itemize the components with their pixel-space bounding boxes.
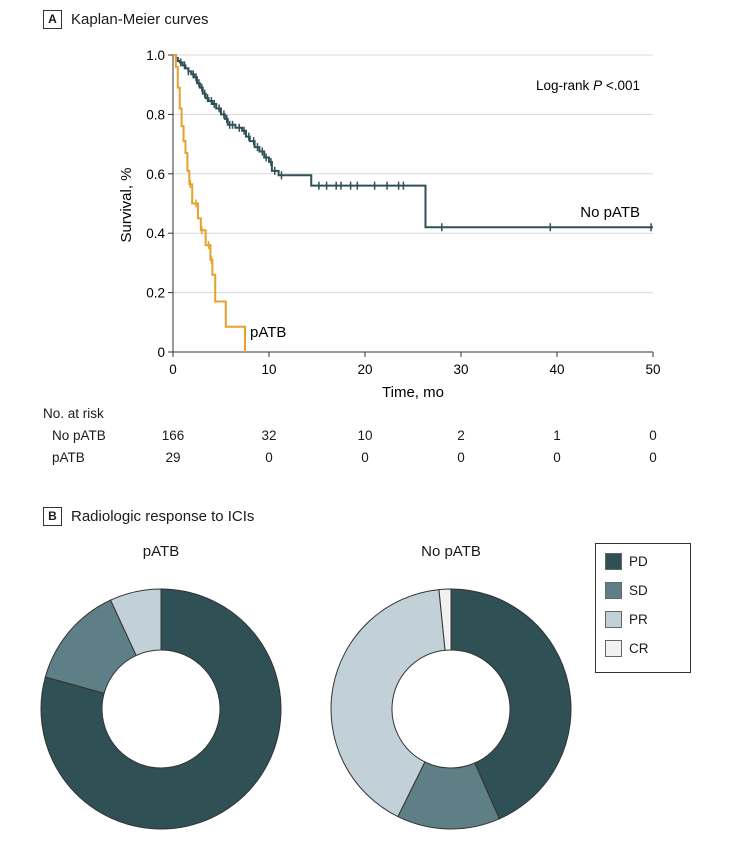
risk-cell: 2 <box>457 428 465 443</box>
km-axes: 0 0.2 0.4 0.6 0.8 1.0 0 10 20 30 40 50 <box>146 48 660 377</box>
panel-b-letter: B <box>43 507 62 526</box>
risk-cell: 32 <box>261 428 277 443</box>
risk-cell: 166 <box>161 428 185 443</box>
legend: PD SD PR CR <box>595 543 691 673</box>
km-x-tick-label: 0 <box>169 362 177 377</box>
legend-swatch <box>605 553 622 570</box>
risk-cell: 0 <box>649 450 657 465</box>
legend-item: PD <box>605 553 648 570</box>
km-x-tick-label: 30 <box>453 362 468 377</box>
km-y-tick-label: 0 <box>157 345 165 360</box>
legend-swatch <box>605 640 622 657</box>
legend-label: CR <box>629 641 649 656</box>
legend-label: PR <box>629 612 648 627</box>
km-series-group <box>173 54 653 352</box>
donut-slice-pr <box>109 588 162 657</box>
legend-label: PD <box>629 554 648 569</box>
risk-cell: 10 <box>357 428 373 443</box>
series-label-patb: pATB <box>250 324 286 341</box>
km-x-tick-label: 50 <box>645 362 660 377</box>
risk-row-label: No pATB <box>52 428 106 443</box>
risk-cell: 29 <box>165 450 181 465</box>
series-label-no-patb: No pATB <box>580 204 640 221</box>
risk-cell: 0 <box>457 450 465 465</box>
donut-slice-pd <box>450 588 572 820</box>
km-y-tick-label: 0.6 <box>146 167 165 182</box>
km-chart: 0 0.2 0.4 0.6 0.8 1.0 0 10 20 30 40 50 Log-rank P <… <box>118 48 661 400</box>
km-y-tick-label: 0.2 <box>146 286 165 301</box>
km-x-tick-label: 20 <box>357 362 372 377</box>
panel-b-header: B Radiologic response to ICIs <box>43 507 254 526</box>
panel-a-title: Kaplan-Meier curves <box>71 11 209 28</box>
legend-item: SD <box>605 582 648 599</box>
legend-item: PR <box>605 611 648 628</box>
donut-patb <box>40 588 282 830</box>
donut-no-patb <box>330 588 572 830</box>
donut-label-no-patb: No pATB <box>421 543 481 560</box>
donut-slice-cr <box>438 588 452 651</box>
km-grid <box>173 54 653 294</box>
donut-slice-pd <box>40 588 282 830</box>
panel-b-title: Radiologic response to ICIs <box>71 508 255 525</box>
km-line-patb <box>173 54 246 352</box>
risk-cell: 1 <box>553 428 561 443</box>
legend-swatch <box>605 582 622 599</box>
km-annotation: Log-rank P <.001 <box>536 78 640 93</box>
donut-label-patb: pATB <box>142 543 180 560</box>
km-x-tick-label: 40 <box>549 362 564 377</box>
legend-swatch <box>605 611 622 628</box>
km-x-tick-label: 10 <box>261 362 276 377</box>
km-x-axis-label: Time, mo <box>382 384 444 400</box>
km-y-axis-label: Survival, % <box>118 167 135 242</box>
km-y-tick-label: 0.8 <box>146 107 165 122</box>
risk-cell: 0 <box>265 450 273 465</box>
risk-cell: 0 <box>649 428 657 443</box>
donut-slice-pr <box>330 589 446 818</box>
risk-table-title: No. at risk <box>43 406 104 421</box>
km-y-tick-label: 1.0 <box>146 48 165 63</box>
panel-a-header: A Kaplan-Meier curves <box>43 10 209 29</box>
risk-row-label: pATB <box>52 450 85 465</box>
legend-label: SD <box>629 583 648 598</box>
risk-cell: 0 <box>553 450 561 465</box>
km-y-tick-label: 0.4 <box>146 226 165 241</box>
panel-a-letter: A <box>43 10 62 29</box>
legend-item: CR <box>605 640 649 657</box>
risk-cell: 0 <box>361 450 369 465</box>
donut-charts <box>40 588 572 830</box>
